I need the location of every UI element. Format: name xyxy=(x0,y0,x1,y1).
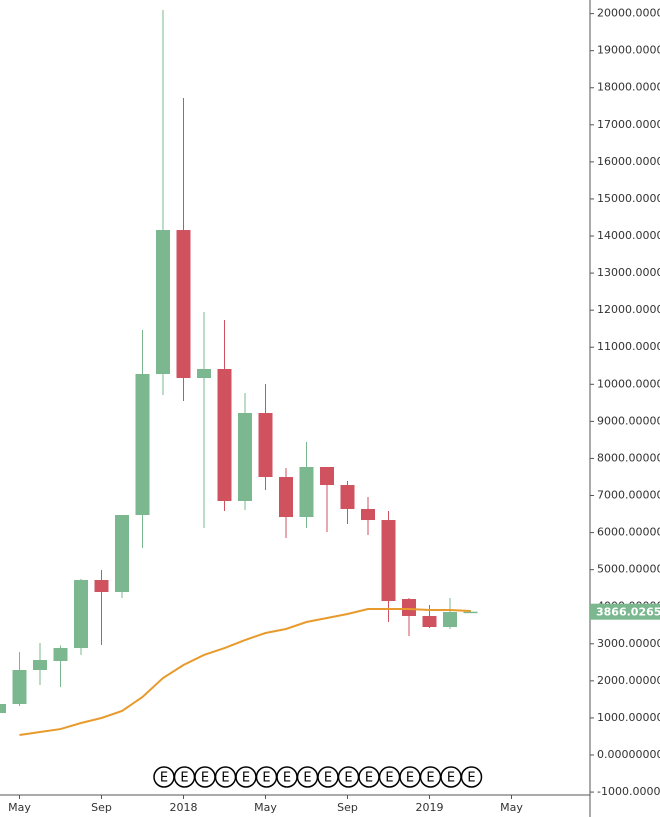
candle-body xyxy=(0,703,6,714)
x-tick-label: 2019 xyxy=(416,801,444,814)
candle-body xyxy=(135,373,150,516)
candle-body xyxy=(33,659,47,671)
candle-body xyxy=(12,670,27,704)
candle-body xyxy=(94,579,109,593)
y-tick-label: 18000.000000 xyxy=(597,81,660,94)
y-tick-label: 19000.000000 xyxy=(597,44,660,57)
event-marker xyxy=(460,766,483,788)
event-label: E xyxy=(406,771,414,786)
y-tick-label: 1000.000000 xyxy=(597,711,660,724)
candle-body xyxy=(443,611,457,627)
x-tick-label: May xyxy=(500,801,523,814)
event-label: E xyxy=(262,771,270,786)
candle-body xyxy=(381,520,396,602)
event-label: E xyxy=(180,771,188,786)
event-label: E xyxy=(201,771,209,786)
candle-body xyxy=(340,485,355,510)
candle-body xyxy=(53,648,68,661)
candle-body xyxy=(422,615,437,627)
y-tick-label: 8000.000000 xyxy=(597,451,660,464)
y-tick-label: 2000.000000 xyxy=(597,674,660,687)
x-tick-label: May xyxy=(254,801,277,814)
event-label: E xyxy=(365,771,373,786)
candle-body xyxy=(463,611,478,614)
event-label: E xyxy=(385,771,393,786)
last-price-label: 3866.026580 xyxy=(596,606,660,619)
y-tick-label: 12000.000000 xyxy=(597,303,660,316)
y-tick-label: 9000.000000 xyxy=(597,414,660,427)
candle-body xyxy=(320,467,334,486)
y-tick-label: 7000.000000 xyxy=(597,489,660,502)
y-tick-label: 14000.000000 xyxy=(597,229,660,242)
candle-body xyxy=(258,412,273,478)
candle-body xyxy=(299,467,314,518)
plot-area xyxy=(0,10,478,736)
event-label: E xyxy=(467,771,475,786)
event-label: E xyxy=(221,771,229,786)
event-label: E xyxy=(303,771,311,786)
event-label: E xyxy=(283,771,291,786)
candle-body xyxy=(115,515,129,593)
y-tick-label: 16000.000000 xyxy=(597,155,660,168)
candle-body xyxy=(176,230,191,379)
x-tick-label: Sep xyxy=(337,801,358,814)
candle-body xyxy=(156,230,170,374)
candle-body xyxy=(217,368,232,501)
last-price-box xyxy=(590,603,660,620)
event-label: E xyxy=(160,771,168,786)
y-tick-label: 20000.000000 xyxy=(597,7,660,20)
event-label: E xyxy=(324,771,332,786)
y-tick-label: 6000.000000 xyxy=(597,526,660,539)
event-label: E xyxy=(242,771,250,786)
y-tick-label: 5000.000000 xyxy=(597,563,660,576)
x-tick-label: 2018 xyxy=(170,801,198,814)
moving-average-line xyxy=(19,608,471,736)
candle-body xyxy=(279,477,293,518)
event-label: E xyxy=(426,771,434,786)
y-tick-label: 15000.000000 xyxy=(597,192,660,205)
x-tick-label: May xyxy=(8,801,31,814)
y-tick-label: 13000.000000 xyxy=(597,266,660,279)
candle-body xyxy=(361,509,375,521)
y-tick-label: -1000.000000 xyxy=(597,785,660,798)
y-tick-label: 10000.000000 xyxy=(597,377,660,390)
y-tick-label: 11000.000000 xyxy=(597,340,660,353)
y-tick-label: 3000.000000 xyxy=(597,637,660,650)
y-tick-label: 0.00000000 xyxy=(597,748,660,761)
event-label: E xyxy=(344,771,352,786)
candle-body xyxy=(74,579,88,649)
candle-body xyxy=(197,368,211,379)
candle-body xyxy=(238,412,252,501)
candle-body xyxy=(402,599,416,616)
event-label: E xyxy=(447,771,455,786)
y-tick-label: 17000.000000 xyxy=(597,118,660,131)
x-tick-label: Sep xyxy=(91,801,112,814)
